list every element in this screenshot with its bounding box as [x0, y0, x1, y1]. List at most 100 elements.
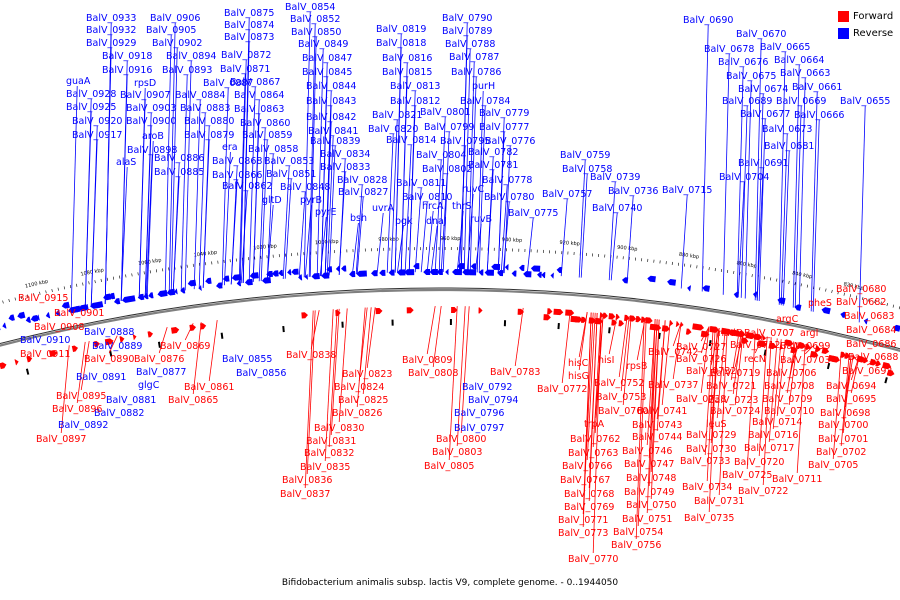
scale-tick-label: 940 kbp	[502, 237, 523, 244]
gene-label: BalV_0906	[150, 13, 200, 24]
label-connector	[138, 99, 146, 298]
label-connector	[308, 23, 316, 277]
gene-label: BalV_0678	[704, 44, 754, 55]
gene-label: BalV_0731	[694, 496, 744, 507]
reverse-gene-arrow	[863, 318, 869, 325]
gene-label: BalV_0911	[20, 349, 70, 360]
scale-minor-tick	[131, 273, 133, 277]
label-connector	[561, 310, 571, 384]
label-connector	[266, 153, 274, 281]
label-connector	[172, 176, 180, 293]
gene-label: BalV_0675	[726, 71, 776, 82]
gene-label: BalV_0815	[382, 67, 432, 78]
label-connector	[80, 341, 90, 391]
reverse-gene-arrow	[17, 311, 26, 319]
label-connector	[754, 38, 762, 301]
gene-label: BalV_0670	[736, 29, 786, 40]
gene-label: BalV_0884	[175, 90, 225, 101]
scale-minor-tick	[94, 280, 96, 284]
gene-label: BalV_0734	[682, 482, 732, 493]
gene-label: aroB	[142, 131, 164, 142]
gene-label: BalV_0721	[706, 381, 756, 392]
gene-label: BalV_0852	[290, 14, 340, 25]
gene-label: BalV_0917	[72, 130, 122, 141]
scale-minor-tick	[855, 295, 858, 299]
label-connector	[478, 105, 486, 273]
label-connector	[355, 184, 363, 275]
gene-label: BalV_0818	[376, 38, 426, 49]
reverse-gene-arrow	[61, 301, 70, 309]
label-connector	[460, 35, 468, 273]
gene-label: BalV_0737	[648, 380, 698, 391]
gene-label: BalV_0786	[451, 67, 501, 78]
reverse-gene-arrow	[187, 279, 197, 287]
forward-gene-arrow	[335, 309, 341, 317]
gene-label: BalV_0877	[136, 367, 186, 378]
misc-feature	[282, 325, 285, 333]
gene-label: BalV_0933	[86, 13, 136, 24]
gene-label: BalV_0826	[332, 408, 382, 419]
scale-minor-tick	[800, 283, 802, 287]
reverse-gene-arrow	[537, 271, 542, 278]
scale-minor-tick	[20, 295, 23, 300]
gene-label: BalV_0843	[306, 96, 356, 107]
gene-label: BalV_0903	[126, 103, 176, 114]
reverse-gene-arrow	[491, 263, 501, 270]
gene-label: BalV_0747	[624, 459, 674, 470]
scale-tick-label: 1060 kbp	[138, 257, 162, 267]
forward-gene-arrow	[685, 328, 692, 335]
label-connector	[362, 307, 372, 395]
gene-label: BalV_0858	[248, 144, 298, 155]
gene-label: BalV_0664	[774, 55, 824, 66]
gene-label: BalV_0701	[818, 434, 868, 445]
label-connector	[500, 184, 508, 274]
forward-gene-arrow	[406, 307, 414, 314]
label-connector	[740, 105, 748, 298]
misc-feature	[826, 362, 831, 370]
scale-minor-tick	[868, 298, 870, 302]
scale-minor-tick	[825, 288, 827, 292]
label-connector	[426, 210, 434, 273]
scale-tick-label: 920 kbp	[559, 240, 580, 247]
label-connector	[514, 307, 524, 367]
reverse-gene-arrow	[840, 311, 846, 319]
label-connector	[60, 345, 70, 434]
gene-label: BalV_0754	[613, 527, 663, 538]
label-connector	[146, 140, 154, 297]
reverse-gene-arrow	[452, 269, 462, 276]
gene-label: BalV_0855	[222, 354, 272, 365]
forward-gene-arrow	[189, 324, 197, 331]
label-connector	[76, 341, 86, 404]
gene-label: BalV_0746	[622, 446, 672, 457]
scale-minor-tick	[82, 282, 84, 286]
gene-label: BalV_0665	[760, 42, 810, 53]
reverse-gene-arrow	[272, 270, 279, 277]
gene-label: BalV_0816	[382, 53, 432, 64]
reverse-gene-arrow	[470, 263, 477, 270]
gene-label: BalV_0827	[338, 187, 388, 198]
gene-label: rpsD	[134, 78, 156, 89]
gene-label: BalV_0708	[764, 381, 814, 392]
scale-minor-tick	[125, 274, 127, 278]
reverse-gene-arrow	[231, 274, 242, 281]
label-connector	[238, 73, 246, 284]
forward-gene-arrow	[640, 316, 646, 323]
label-connector	[144, 125, 152, 297]
gene-label: BalV_0689	[722, 96, 772, 107]
label-connector	[442, 131, 450, 273]
reverse-gene-arrow	[413, 263, 420, 270]
gene-label: BalV_0910	[20, 335, 70, 346]
gene-label: BalV_0844	[306, 81, 356, 92]
gene-label: BalV_0762	[570, 434, 620, 445]
label-connector	[560, 198, 568, 277]
gene-label: BalV_0828	[337, 175, 387, 186]
forward-gene-arrow	[814, 345, 821, 353]
forward-gene-arrow	[809, 350, 819, 358]
reverse-gene-arrow	[349, 271, 356, 278]
scale-minor-tick	[849, 294, 852, 298]
label-connector	[718, 329, 728, 496]
gene-label: BalV_0725	[722, 470, 772, 481]
forward-gene-arrow	[14, 359, 19, 366]
gene-label: ruvB	[470, 214, 492, 225]
gene-label: BalV_0773	[558, 528, 608, 539]
